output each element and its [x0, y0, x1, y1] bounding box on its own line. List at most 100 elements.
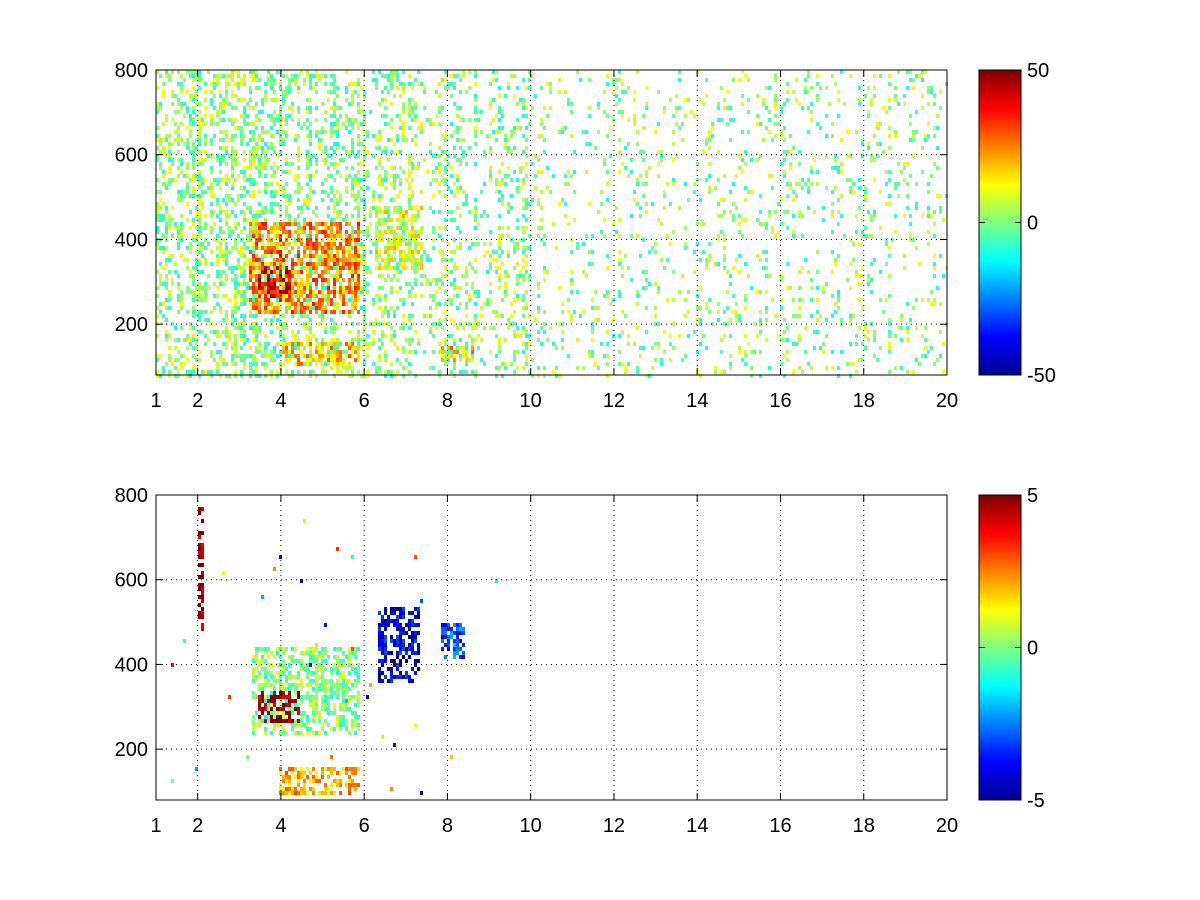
heatmap-cell [393, 310, 396, 314]
heatmap-cell [582, 310, 585, 314]
heatmap-cell [321, 274, 324, 278]
heatmap-cell [474, 226, 477, 230]
heatmap-cell [168, 306, 171, 310]
heatmap-cell [273, 174, 276, 178]
heatmap-cell [288, 342, 291, 346]
heatmap-cell [732, 118, 735, 122]
heatmap-cell [357, 226, 360, 230]
heatmap-cell [270, 254, 273, 258]
heatmap-cell [336, 214, 339, 218]
heatmap-cell [345, 230, 348, 234]
heatmap-cell [636, 178, 639, 182]
heatmap-cell [309, 98, 312, 102]
heatmap-cell [453, 102, 456, 106]
heatmap-cell [300, 314, 303, 318]
heatmap-cell [897, 102, 900, 106]
heatmap-cell [243, 82, 246, 86]
heatmap-cell [642, 194, 645, 198]
heatmap-cell [261, 647, 264, 651]
heatmap-cell [393, 242, 396, 246]
heatmap-cell [285, 210, 288, 214]
heatmap-cell [360, 286, 363, 290]
heatmap-cell [345, 366, 348, 370]
heatmap-cell [309, 338, 312, 342]
heatmap-cell [750, 366, 753, 370]
heatmap-cell [321, 370, 324, 374]
heatmap-cell [261, 286, 264, 290]
heatmap-cell [279, 731, 282, 735]
heatmap-cell [156, 242, 159, 246]
heatmap-cell [837, 374, 840, 378]
heatmap-cell [270, 671, 273, 675]
heatmap-cell [330, 290, 333, 294]
heatmap-cell [309, 162, 312, 166]
heatmap-cell [402, 130, 405, 134]
heatmap-cell [231, 354, 234, 358]
heatmap-cell [474, 338, 477, 342]
heatmap-cell [471, 370, 474, 374]
heatmap-cell [792, 198, 795, 202]
heatmap-cell [345, 70, 348, 74]
heatmap-cell [306, 198, 309, 202]
heatmap-cell [417, 126, 420, 130]
heatmap-cell [171, 178, 174, 182]
heatmap-cell [282, 286, 285, 290]
heatmap-cell [288, 715, 291, 719]
heatmap-cell [411, 138, 414, 142]
heatmap-cell [618, 170, 621, 174]
heatmap-cell [294, 290, 297, 294]
heatmap-cell [225, 318, 228, 322]
heatmap-cell [264, 346, 267, 350]
heatmap-cell [498, 110, 501, 114]
heatmap-cell [873, 338, 876, 342]
heatmap-cell [225, 134, 228, 138]
heatmap-cell [336, 86, 339, 90]
heatmap-cell [408, 230, 411, 234]
heatmap-cell [735, 314, 738, 318]
heatmap-cell [249, 298, 252, 302]
heatmap-cell [459, 78, 462, 82]
heatmap-cell [687, 198, 690, 202]
heatmap-cell [192, 154, 195, 158]
heatmap-cell [252, 74, 255, 78]
heatmap-cell [717, 238, 720, 242]
heatmap-cell [336, 326, 339, 330]
heatmap-cell [438, 166, 441, 170]
heatmap-cell [570, 318, 573, 322]
heatmap-cell [273, 266, 276, 270]
heatmap-cell [234, 306, 237, 310]
heatmap-cell [459, 138, 462, 142]
heatmap-cell [402, 106, 405, 110]
heatmap-cell [789, 150, 792, 154]
heatmap-cell [267, 282, 270, 286]
heatmap-cell [453, 354, 456, 358]
heatmap-cell [747, 274, 750, 278]
heatmap-cell [630, 158, 633, 162]
heatmap-cell [798, 314, 801, 318]
heatmap-cell [483, 254, 486, 258]
heatmap-cell [588, 202, 591, 206]
heatmap-cell [156, 226, 159, 230]
heatmap-cell [360, 230, 363, 234]
heatmap-cell [492, 130, 495, 134]
heatmap-cell [861, 306, 864, 310]
heatmap-cell [297, 330, 300, 334]
heatmap-cell [333, 302, 336, 306]
heatmap-cell [519, 334, 522, 338]
heatmap-cell [732, 266, 735, 270]
heatmap-cell [240, 326, 243, 330]
heatmap-cell [327, 350, 330, 354]
heatmap-cell [297, 250, 300, 254]
heatmap-cell [267, 294, 270, 298]
heatmap-cell [348, 130, 351, 134]
heatmap-cell [192, 314, 195, 318]
heatmap-cell [348, 238, 351, 242]
heatmap-cell [339, 214, 342, 218]
heatmap-cell [636, 182, 639, 186]
heatmap-cell [336, 130, 339, 134]
heatmap-cell [201, 330, 204, 334]
heatmap-cell [549, 190, 552, 194]
heatmap-cell [477, 290, 480, 294]
heatmap-cell [321, 130, 324, 134]
heatmap-cell [225, 182, 228, 186]
